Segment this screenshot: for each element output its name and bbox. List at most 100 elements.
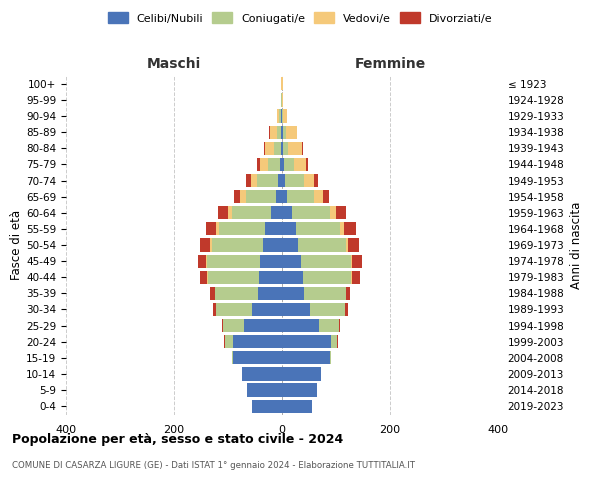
Bar xyxy=(215,303,253,316)
Bar xyxy=(213,303,215,316)
Text: Femmine: Femmine xyxy=(355,57,425,71)
Bar xyxy=(282,190,287,203)
Y-axis label: Fasce di età: Fasce di età xyxy=(10,210,23,280)
Bar xyxy=(283,110,287,122)
Bar xyxy=(294,158,306,171)
Bar xyxy=(282,238,298,252)
Bar xyxy=(263,238,282,252)
Bar xyxy=(283,126,286,139)
Legend: Celibi/Nubili, Coniugati/e, Vedovi/e, Divorziati/e: Celibi/Nubili, Coniugati/e, Vedovi/e, Di… xyxy=(103,8,497,28)
Bar xyxy=(209,238,212,252)
Bar xyxy=(282,222,296,235)
Bar xyxy=(258,286,282,300)
Bar xyxy=(336,206,346,220)
Bar xyxy=(233,351,282,364)
Bar xyxy=(208,254,260,268)
Bar xyxy=(282,254,301,268)
Bar xyxy=(282,142,283,155)
Bar xyxy=(282,351,329,364)
Bar xyxy=(244,319,282,332)
Bar xyxy=(282,286,304,300)
Bar xyxy=(257,158,260,171)
Bar xyxy=(246,190,275,203)
Bar xyxy=(198,254,206,268)
Bar xyxy=(207,270,208,284)
Bar xyxy=(226,335,233,348)
Bar xyxy=(219,222,265,235)
Bar xyxy=(310,303,345,316)
Bar xyxy=(253,400,282,412)
Bar xyxy=(268,158,280,171)
Bar xyxy=(223,319,244,332)
Bar xyxy=(216,222,219,235)
Bar xyxy=(302,270,351,284)
Bar xyxy=(352,254,362,268)
Bar xyxy=(232,206,271,220)
Bar xyxy=(275,190,282,203)
Bar xyxy=(319,319,339,332)
Bar xyxy=(279,110,281,122)
Bar xyxy=(282,158,284,171)
Bar xyxy=(350,254,352,268)
Bar xyxy=(339,319,340,332)
Bar xyxy=(282,206,292,220)
Bar xyxy=(234,190,241,203)
Bar xyxy=(200,238,209,252)
Bar xyxy=(221,319,223,332)
Bar xyxy=(210,286,215,300)
Bar xyxy=(285,174,304,187)
Bar xyxy=(352,270,360,284)
Bar xyxy=(206,254,208,268)
Bar xyxy=(329,206,336,220)
Text: COMUNE DI CASARZA LIGURE (GE) - Dati ISTAT 1° gennaio 2024 - Elaborazione TUTTIT: COMUNE DI CASARZA LIGURE (GE) - Dati IST… xyxy=(12,460,415,469)
Bar xyxy=(314,174,318,187)
Bar xyxy=(340,222,344,235)
Bar xyxy=(278,174,282,187)
Bar xyxy=(232,351,233,364)
Bar xyxy=(286,126,296,139)
Bar xyxy=(271,206,282,220)
Bar xyxy=(282,400,312,412)
Bar xyxy=(323,190,329,203)
Bar xyxy=(265,222,282,235)
Bar xyxy=(263,142,265,155)
Bar xyxy=(265,142,274,155)
Bar xyxy=(208,270,259,284)
Bar xyxy=(346,286,350,300)
Bar xyxy=(284,158,294,171)
Bar xyxy=(253,303,282,316)
Text: Popolazione per età, sesso e stato civile - 2024: Popolazione per età, sesso e stato civil… xyxy=(12,432,343,446)
Bar xyxy=(282,368,321,380)
Bar xyxy=(247,174,251,187)
Bar xyxy=(289,142,302,155)
Bar xyxy=(282,270,302,284)
Bar xyxy=(251,174,257,187)
Bar xyxy=(280,158,282,171)
Text: Maschi: Maschi xyxy=(147,57,201,71)
Bar xyxy=(282,303,310,316)
Bar xyxy=(241,190,246,203)
Bar xyxy=(224,335,226,348)
Bar xyxy=(260,158,268,171)
Bar xyxy=(306,158,308,171)
Bar xyxy=(331,335,337,348)
Bar xyxy=(304,286,346,300)
Bar xyxy=(218,206,228,220)
Bar xyxy=(259,270,282,284)
Bar xyxy=(283,142,289,155)
Bar xyxy=(344,222,356,235)
Bar xyxy=(228,206,232,220)
Bar xyxy=(298,238,346,252)
Bar xyxy=(301,254,350,268)
Bar xyxy=(314,190,323,203)
Bar xyxy=(274,142,281,155)
Bar xyxy=(282,319,319,332)
Bar xyxy=(247,384,282,396)
Bar xyxy=(282,174,285,187)
Bar xyxy=(329,351,331,364)
Bar xyxy=(277,110,280,122)
Bar xyxy=(351,270,352,284)
Bar xyxy=(337,335,338,348)
Bar xyxy=(282,94,283,106)
Bar xyxy=(304,174,314,187)
